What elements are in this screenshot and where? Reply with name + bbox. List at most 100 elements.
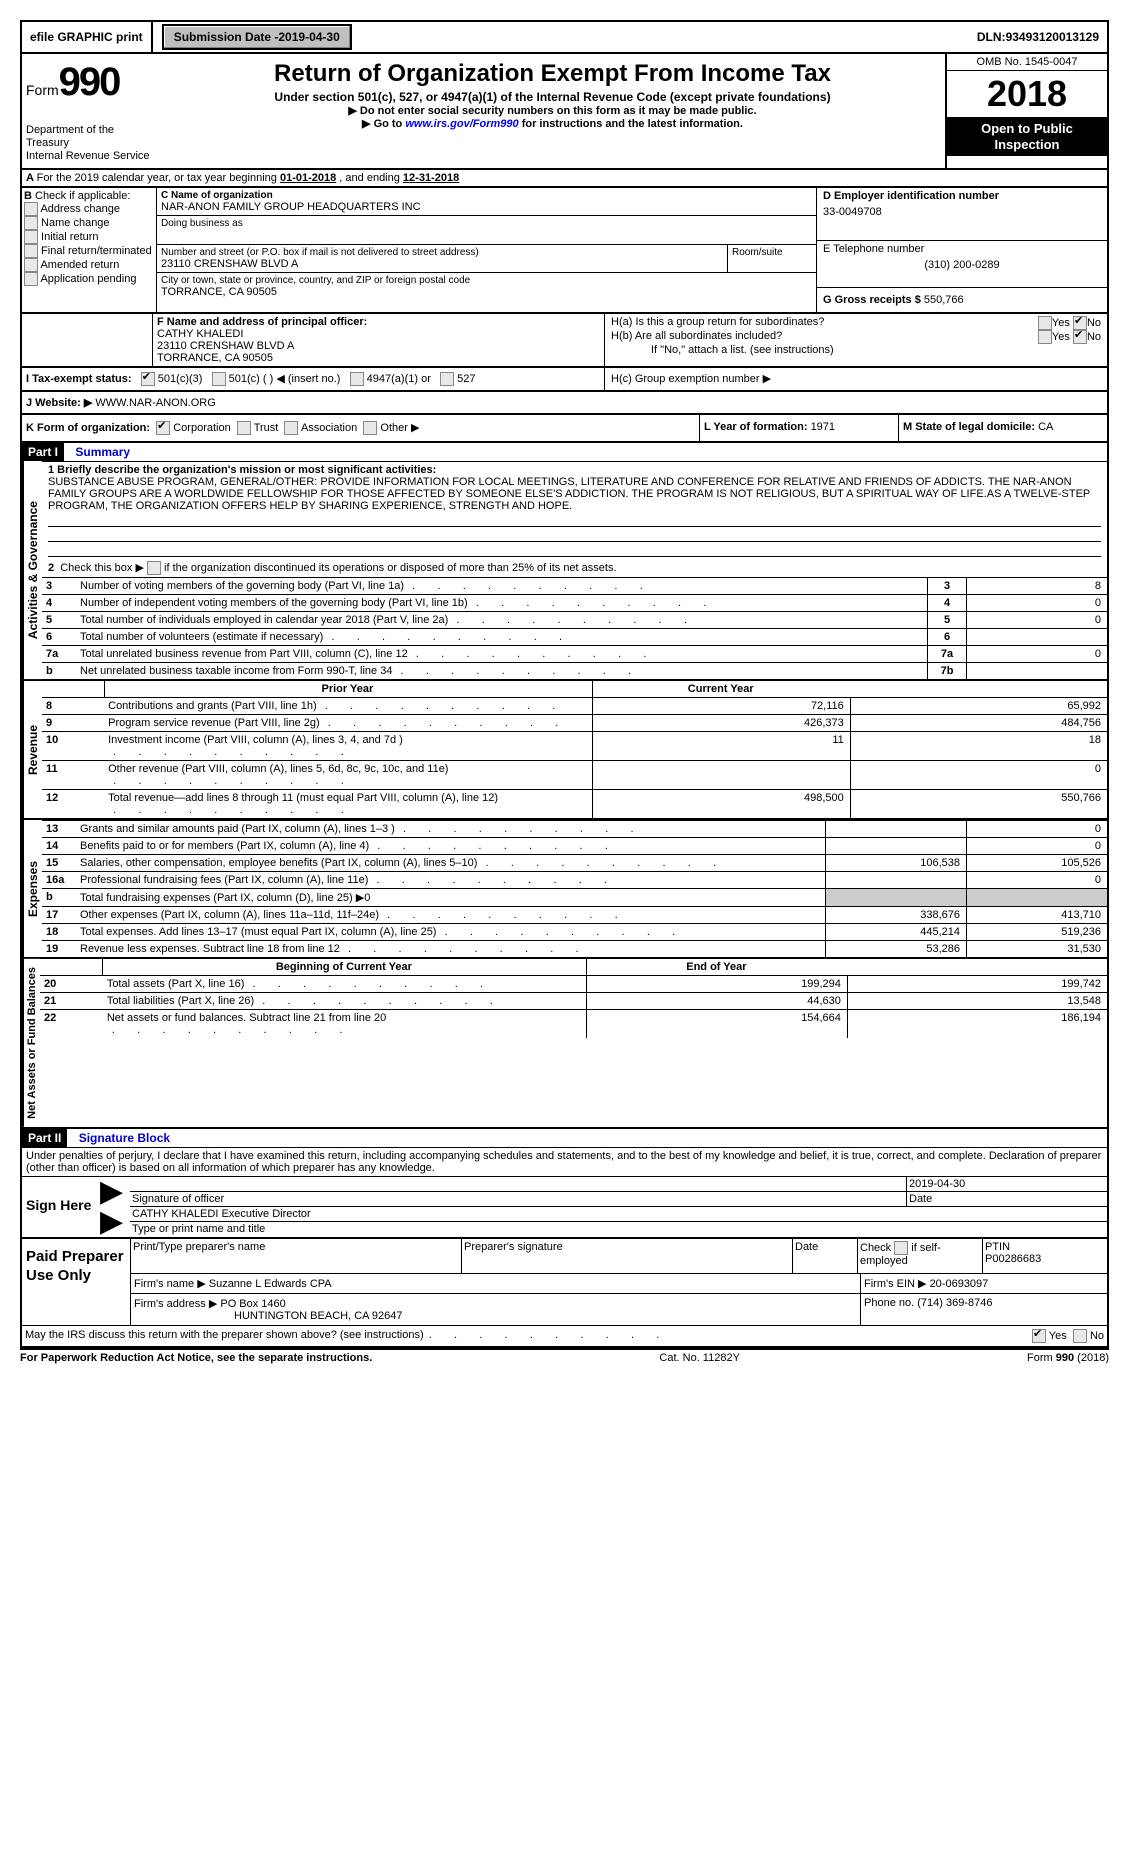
table-row: 9Program service revenue (Part VIII, lin… — [42, 714, 1107, 731]
subtitle-2: ▶ Do not enter social security numbers o… — [166, 104, 939, 117]
line1-label: 1 Briefly describe the organization's mi… — [48, 464, 1101, 476]
discuss-no-checkbox[interactable] — [1073, 1329, 1087, 1343]
expenses-table: 13Grants and similar amounts paid (Part … — [42, 820, 1107, 957]
4947-checkbox[interactable] — [350, 372, 364, 386]
box-c-street: Number and street (or P.O. box if mail i… — [157, 245, 728, 272]
governance-table: 3Number of voting members of the governi… — [42, 577, 1107, 679]
boxb-item: Application pending — [24, 272, 154, 286]
other-checkbox[interactable] — [363, 421, 377, 435]
table-row: 18Total expenses. Add lines 13–17 (must … — [42, 923, 1107, 940]
line2: 2 Check this box ▶ if the organization d… — [42, 559, 1107, 577]
firm-name: Firm's name ▶ Suzanne L Edwards CPA — [131, 1274, 861, 1293]
hb-no-checkbox[interactable] — [1073, 330, 1087, 344]
box-hc: H(c) Group exemption number ▶ — [605, 368, 1107, 390]
table-row: bNet unrelated business taxable income f… — [42, 662, 1107, 679]
table-row: 16aProfessional fundraising fees (Part I… — [42, 871, 1107, 888]
irs-link[interactable]: www.irs.gov/Form990 — [405, 118, 518, 130]
sig-officer: Signature of officer — [130, 1177, 907, 1206]
corp-checkbox[interactable] — [156, 421, 170, 435]
table-row: 6Total number of volunteers (estimate if… — [42, 628, 1107, 645]
table-row: 4Number of independent voting members of… — [42, 594, 1107, 611]
tax-year: 2018 — [947, 71, 1107, 117]
officer-name: CATHY KHALEDI Executive Director Type or… — [130, 1207, 1107, 1236]
boxb-item: Name change — [24, 216, 154, 230]
box-f: F Name and address of principal officer:… — [153, 314, 605, 366]
box-i: I Tax-exempt status: 501(c)(3) 501(c) ( … — [22, 368, 605, 390]
box-c-dba: Doing business as — [157, 216, 816, 245]
table-row: bTotal fundraising expenses (Part IX, co… — [42, 888, 1107, 906]
table-row: 5Total number of individuals employed in… — [42, 611, 1107, 628]
firm-phone: Phone no. (714) 369-8746 — [861, 1294, 1107, 1325]
box-d: D Employer identification number 33-0049… — [817, 188, 1107, 241]
boxb-item: Amended return — [24, 258, 154, 272]
dept-treasury: Department of the Treasury — [26, 124, 156, 150]
self-employed: Check if self-employed — [858, 1239, 983, 1273]
submission-button[interactable]: Submission Date - 2019-04-30 — [162, 24, 352, 50]
501c3-checkbox[interactable] — [141, 372, 155, 386]
box-c-city: City or town, state or province, country… — [157, 273, 816, 300]
discuss-yes-checkbox[interactable] — [1032, 1329, 1046, 1343]
box-h: H(a) Is this a group return for subordin… — [605, 314, 1107, 366]
table-row: 8Contributions and grants (Part VIII, li… — [42, 697, 1107, 714]
may-irs-discuss: May the IRS discuss this return with the… — [22, 1325, 1107, 1346]
sidebar-activities: Activities & Governance — [22, 461, 42, 679]
form-title: Return of Organization Exempt From Incom… — [166, 60, 939, 88]
box-j: J Website: ▶ WWW.NAR-ANON.ORG — [22, 392, 1107, 413]
table-row: 20Total assets (Part X, line 16) 199,294… — [40, 975, 1107, 992]
ptin: PTINP00286683 — [983, 1239, 1107, 1273]
table-row: 7aTotal unrelated business revenue from … — [42, 645, 1107, 662]
boxb-item: Initial return — [24, 230, 154, 244]
omb-number: OMB No. 1545-0047 — [947, 54, 1107, 71]
table-row: 13Grants and similar amounts paid (Part … — [42, 820, 1107, 837]
top-bar: efile GRAPHIC print Submission Date - 20… — [20, 20, 1109, 54]
box-k: K Form of organization: Corporation Trus… — [22, 415, 700, 441]
527-checkbox[interactable] — [440, 372, 454, 386]
box-c-name: C Name of organization NAR-ANON FAMILY G… — [157, 188, 816, 216]
sidebar-netassets: Net Assets or Fund Balances — [22, 959, 40, 1127]
netassets-table: Beginning of Current YearEnd of Year 20T… — [40, 959, 1107, 1038]
form-header-right: OMB No. 1545-0047 2018 Open to Public In… — [945, 54, 1107, 168]
declaration: Under penalties of perjury, I declare th… — [22, 1147, 1107, 1176]
hb-yes-checkbox[interactable] — [1038, 330, 1052, 344]
ha-yes-checkbox[interactable] — [1038, 316, 1052, 330]
sidebar-expenses: Expenses — [22, 820, 42, 957]
firm-ein: Firm's EIN ▶ 20-0693097 — [861, 1274, 1107, 1293]
box-b: B Check if applicable: Address change Na… — [22, 188, 157, 312]
part2-header: Part II — [22, 1129, 67, 1147]
dln-cell: DLN: 93493120013129 — [969, 22, 1107, 52]
subtitle-3: ▶ Go to www.irs.gov/Form990 for instruct… — [166, 117, 939, 130]
revenue-table: Prior YearCurrent Year 8Contributions an… — [42, 681, 1107, 818]
self-emp-checkbox[interactable] — [894, 1241, 908, 1255]
boxb-item: Final return/terminated — [24, 244, 154, 258]
assoc-checkbox[interactable] — [284, 421, 298, 435]
prep-sig: Preparer's signature — [462, 1239, 793, 1273]
irs-label: Internal Revenue Service — [26, 150, 156, 163]
table-row: 22Net assets or fund balances. Subtract … — [40, 1009, 1107, 1038]
part1-header: Part I — [22, 443, 64, 461]
table-row: 21Total liabilities (Part X, line 26) 44… — [40, 992, 1107, 1009]
box-g: G Gross receipts $ 550,766 — [817, 288, 1107, 312]
trust-checkbox[interactable] — [237, 421, 251, 435]
table-row: 19Revenue less expenses. Subtract line 1… — [42, 940, 1107, 957]
footer: For Paperwork Reduction Act Notice, see … — [20, 1348, 1109, 1364]
mission-text: SUBSTANCE ABUSE PROGRAM, GENERAL/OTHER: … — [48, 476, 1101, 512]
submission-cell: Submission Date - 2019-04-30 — [153, 22, 361, 52]
part1-title: Summary — [67, 445, 130, 459]
subtitle-1: Under section 501(c), 527, or 4947(a)(1)… — [166, 90, 939, 104]
table-row: 12Total revenue—add lines 8 through 11 (… — [42, 789, 1107, 818]
box-m: M State of legal domicile: CA — [899, 415, 1107, 441]
box-c-suite: Room/suite — [728, 245, 816, 272]
prep-date: Date — [793, 1239, 858, 1273]
box-e: E Telephone number (310) 200-0289 — [817, 241, 1107, 288]
efile-label: efile GRAPHIC print — [22, 22, 153, 52]
discontinued-checkbox[interactable] — [147, 561, 161, 575]
paid-preparer-label: Paid Preparer Use Only — [22, 1239, 131, 1325]
501c-checkbox[interactable] — [212, 372, 226, 386]
ha-no-checkbox[interactable] — [1073, 316, 1087, 330]
sig-date: 2019-04-30 Date — [907, 1177, 1107, 1206]
table-row: 11Other revenue (Part VIII, column (A), … — [42, 760, 1107, 789]
open-public: Open to Public Inspection — [947, 117, 1107, 156]
table-row: 10Investment income (Part VIII, column (… — [42, 731, 1107, 760]
box-l: L Year of formation: 1971 — [700, 415, 899, 441]
sidebar-revenue: Revenue — [22, 681, 42, 818]
